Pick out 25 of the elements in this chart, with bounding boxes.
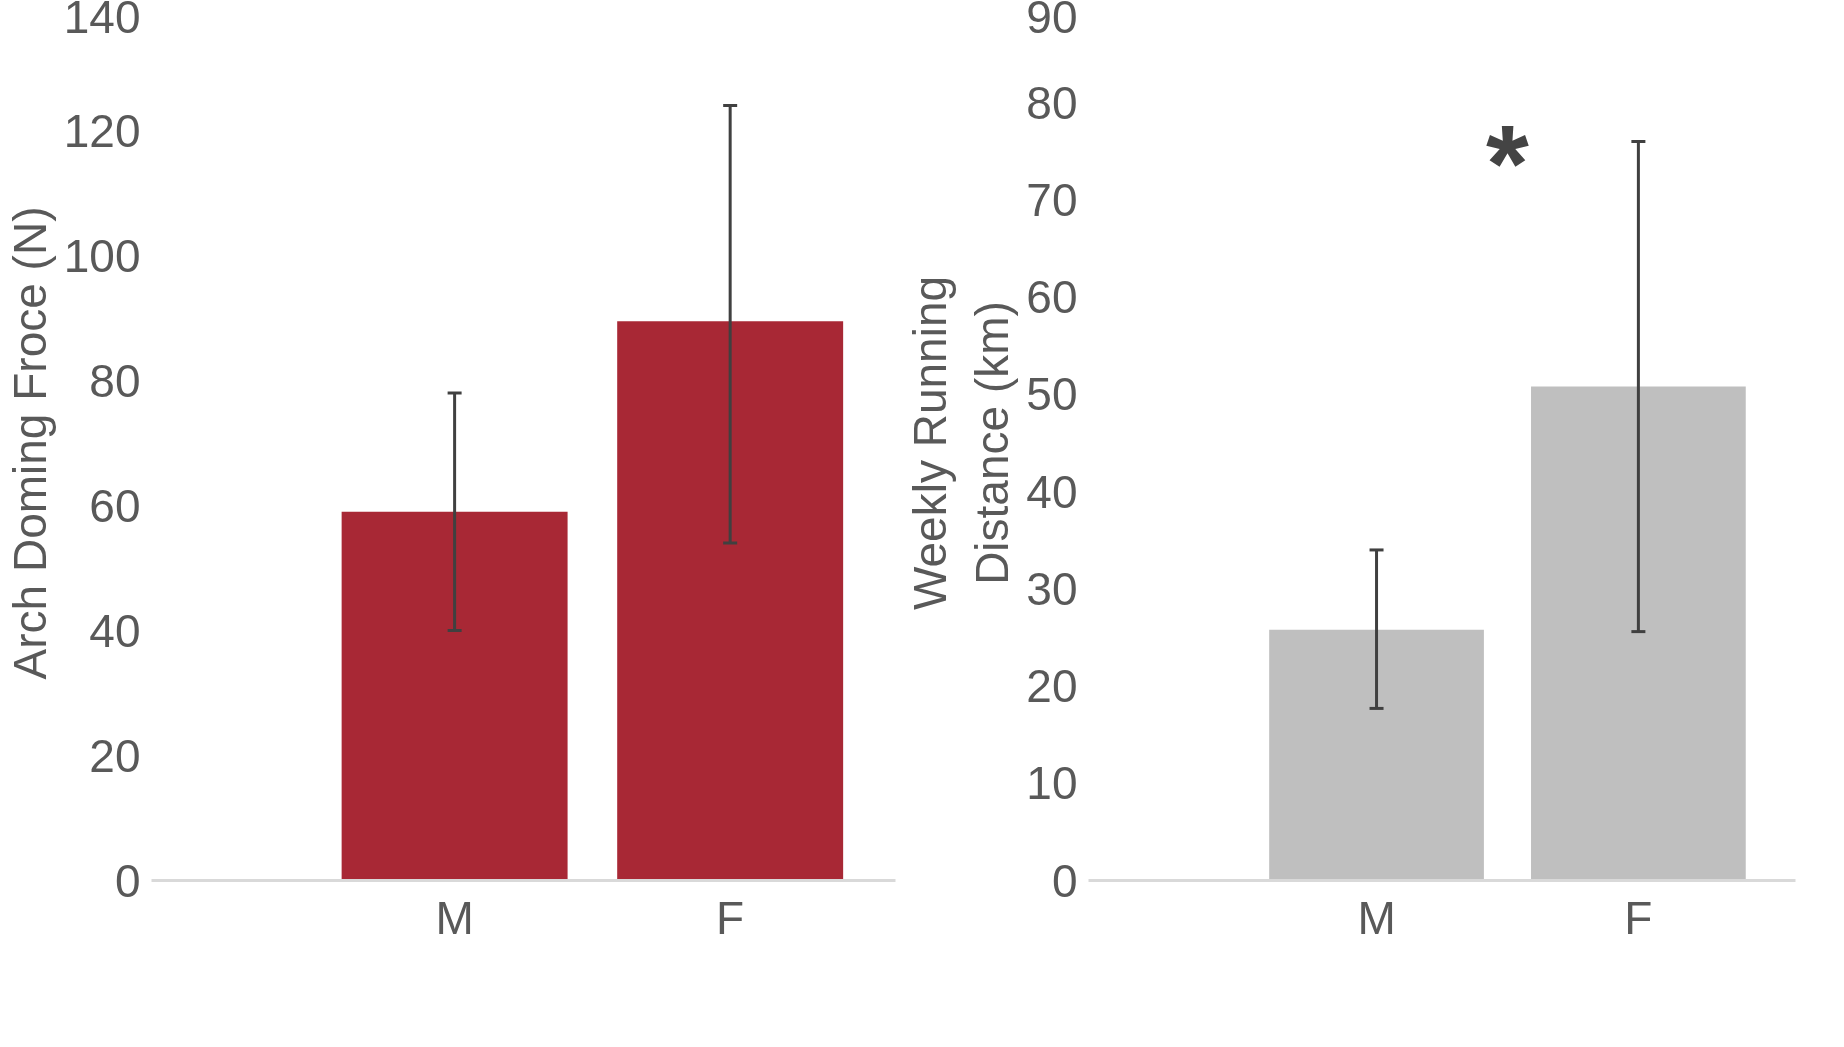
- y-tick-label: 60: [1026, 271, 1078, 324]
- y-tick-label: 20: [89, 729, 141, 782]
- y-tick-label: 80: [89, 354, 141, 407]
- y-tick-label: 0: [114, 854, 141, 907]
- y-tick-label: 60: [89, 479, 141, 532]
- y-tick-label: 80: [1026, 76, 1078, 129]
- y-axis-title: Arch Doming Froce (N): [3, 206, 56, 680]
- y-tick-label: 20: [1026, 660, 1078, 713]
- y-tick-label: 120: [63, 104, 141, 157]
- y-tick-label: 100: [63, 229, 141, 282]
- y-tick-label: 10: [1026, 757, 1078, 810]
- y-axis-title: Weekly Running Distance (km): [903, 275, 1019, 611]
- y-tick-label: 0: [1051, 854, 1078, 907]
- y-tick-label: 70: [1026, 173, 1078, 226]
- x-tick-label: M: [435, 891, 474, 944]
- y-tick-label: 40: [89, 604, 141, 657]
- y-tick-label: 40: [1026, 465, 1078, 518]
- y-tick-label: 90: [1026, 0, 1078, 43]
- x-tick-label: M: [1357, 891, 1396, 944]
- y-tick-label: 140: [63, 0, 141, 43]
- x-tick-label: F: [1624, 891, 1653, 944]
- x-tick-label: F: [716, 891, 745, 944]
- annotation: *: [1486, 101, 1530, 225]
- y-tick-label: 30: [1026, 562, 1078, 615]
- y-tick-label: 50: [1026, 368, 1078, 421]
